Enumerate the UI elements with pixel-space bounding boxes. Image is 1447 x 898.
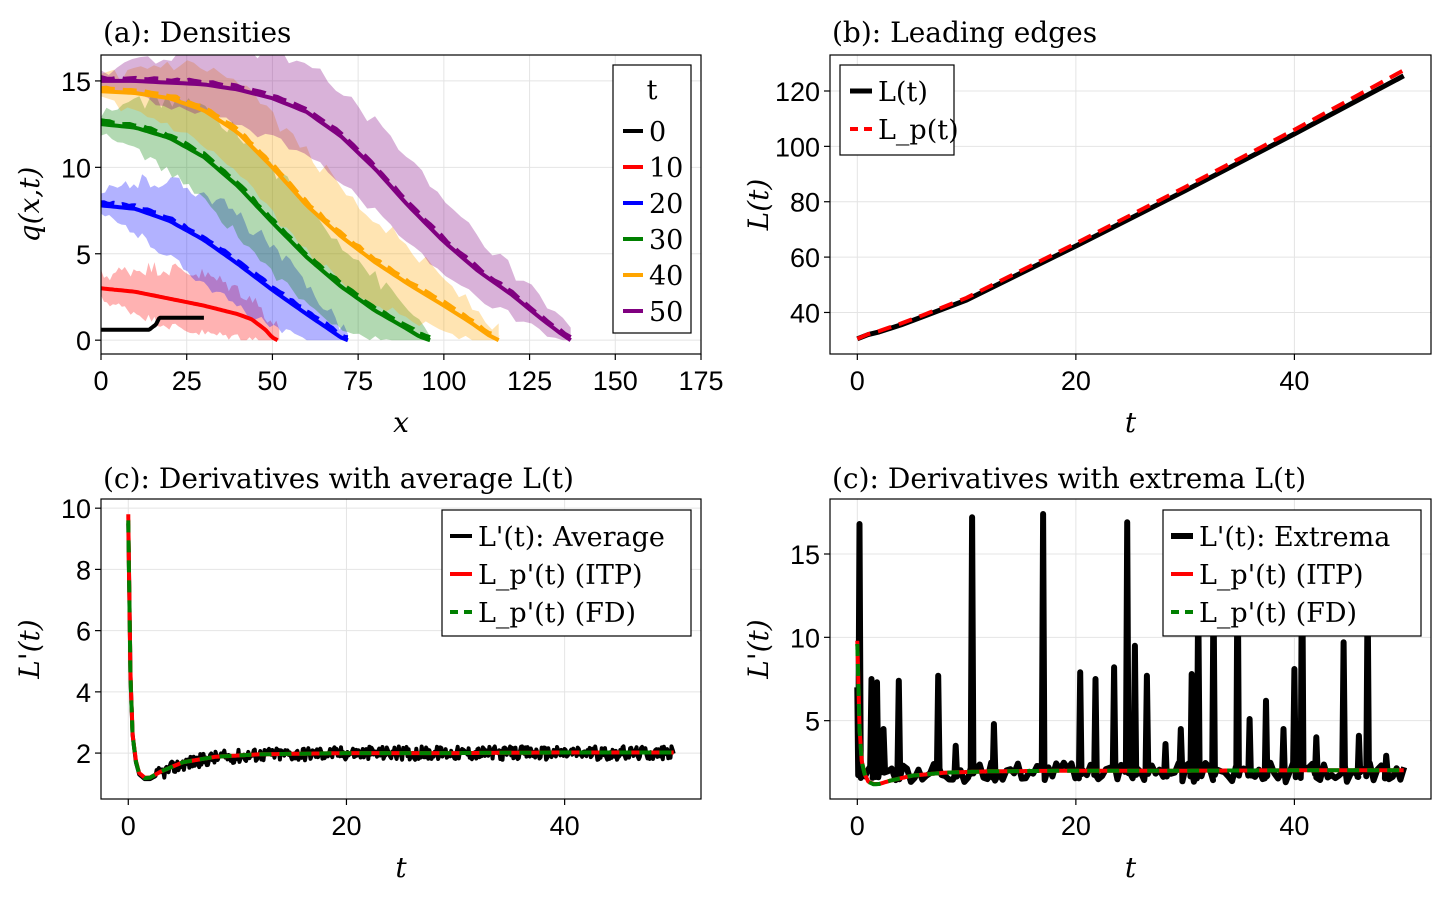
- panel-b: 0 20 40 40 60 80 100 120 (b): Leading edges t L(t)…: [742, 16, 1431, 439]
- panel-c2: 0 20 40 5 10 15 (c): Derivatives with extrema …: [742, 462, 1431, 884]
- x-tick-label: 0: [850, 366, 865, 396]
- density-line-10: [101, 286, 279, 342]
- x-tick-label: 125: [507, 366, 552, 396]
- legend-label: L_p(t): [878, 115, 959, 146]
- legend-label: L_p'(t) (FD): [1199, 598, 1357, 629]
- y-tick-label: 8: [76, 555, 91, 585]
- legend: t 0 10 20 30 40 50: [612, 64, 692, 334]
- y-axis-label: L(t): [742, 179, 775, 232]
- legend-label: L_p'(t) (ITP): [478, 560, 643, 591]
- x-axis-label: x: [393, 406, 409, 439]
- axes-frame-a: [100, 54, 702, 355]
- y-tick-label: 5: [76, 240, 91, 270]
- chart-title: (b): Leading edges: [832, 16, 1097, 49]
- legend-box: [441, 509, 692, 637]
- plot-area: [854, 511, 1408, 787]
- density-line-20: [101, 203, 349, 343]
- density-line-40: [101, 89, 500, 342]
- y-tick-label: 10: [61, 494, 91, 524]
- y-tick-label: 80: [790, 188, 820, 218]
- density-line-30: [101, 122, 431, 343]
- axes-frame-c1: [100, 498, 702, 800]
- chart-title: (c): Derivatives with extrema L(t): [832, 462, 1306, 495]
- x-tick-label: 25: [172, 366, 202, 396]
- y-tick-label: 40: [790, 298, 820, 328]
- plot-area: [101, 55, 572, 343]
- y-tick-label: 4: [76, 678, 91, 708]
- legend-box: [839, 64, 955, 156]
- axes-frame-c2: [829, 498, 1432, 800]
- y-axis-label: L'(t): [13, 619, 46, 679]
- x-tick-label: 50: [257, 366, 287, 396]
- y-tick-label: 0: [76, 326, 91, 356]
- axes-frame-b: [829, 54, 1432, 355]
- x-tick-label: 0: [93, 366, 108, 396]
- legend-label: 0: [649, 117, 666, 148]
- y-axis-label: L'(t): [742, 619, 775, 679]
- x-tick-label: 20: [1061, 811, 1091, 841]
- y-tick-label: 100: [775, 132, 820, 162]
- x-tick-label: 0: [850, 811, 865, 841]
- legend-label: 30: [649, 225, 683, 256]
- x-axis-label: t: [395, 851, 407, 884]
- plot-area: [126, 512, 676, 782]
- legend: L'(t): Extrema L_p'(t) (ITP) L_p'(t) (FD): [1162, 509, 1422, 637]
- density-dashed-50: [101, 75, 572, 339]
- legend-label: L_p'(t) (FD): [478, 598, 636, 629]
- y-tick-label: 2: [76, 739, 91, 769]
- y-tick-label: 15: [790, 540, 820, 570]
- density-line-0: [101, 315, 205, 332]
- x-tick-label: 20: [331, 811, 361, 841]
- x-axis-label: t: [1125, 851, 1137, 884]
- x-tick-label: 100: [421, 366, 466, 396]
- density-dashed-30: [101, 118, 431, 340]
- y-tick-label: 60: [790, 243, 820, 273]
- x-tick-label: 40: [550, 811, 580, 841]
- legend-box: [1162, 509, 1422, 637]
- x-tick-label: 20: [1061, 366, 1091, 396]
- y-tick-label: 10: [61, 153, 91, 183]
- x-axis-label: t: [1125, 406, 1137, 439]
- legend-label: L_p'(t) (ITP): [1199, 560, 1364, 591]
- plot-area: [856, 68, 1405, 342]
- legend-label: 50: [649, 297, 683, 328]
- y-tick-label: 5: [805, 707, 820, 737]
- x-tick-label: 150: [593, 366, 638, 396]
- chart-title: (a): Densities: [103, 16, 291, 49]
- series-line: [856, 68, 1405, 341]
- x-tick-label: 175: [678, 366, 723, 396]
- legend-label: L'(t): Extrema: [1199, 522, 1390, 553]
- series-line: [855, 642, 1404, 787]
- y-tick-label: 6: [76, 617, 91, 647]
- legend-label: 10: [649, 153, 683, 184]
- legend-title: t: [647, 75, 658, 106]
- series-line: [126, 518, 674, 781]
- legend-box: [612, 64, 692, 334]
- x-tick-label: 75: [343, 366, 373, 396]
- legend-label: L(t): [878, 77, 928, 108]
- x-tick-label: 0: [121, 811, 136, 841]
- density-dashed-20: [101, 200, 349, 340]
- density-dashed-40: [101, 85, 500, 339]
- panel-c1: 0 20 40 2 4 6 8 10 (c): Derivatives with average…: [13, 462, 701, 884]
- x-tick-label: 40: [1279, 366, 1309, 396]
- y-tick-label: 10: [790, 623, 820, 653]
- legend: L'(t): Average L_p'(t) (ITP) L_p'(t) (FD): [441, 509, 692, 637]
- density-band-50: [101, 55, 571, 341]
- chart-title: (c): Derivatives with average L(t): [103, 462, 574, 495]
- y-axis-label: q(x,t): [13, 167, 46, 243]
- legend-label: L'(t): Average: [478, 522, 665, 553]
- legend-label: 20: [649, 189, 683, 220]
- y-tick-label: 120: [775, 77, 820, 107]
- x-tick-label: 40: [1279, 811, 1309, 841]
- y-tick-label: 15: [61, 67, 91, 97]
- legend-label: 40: [649, 261, 683, 292]
- legend: L(t) L_p(t): [839, 64, 959, 156]
